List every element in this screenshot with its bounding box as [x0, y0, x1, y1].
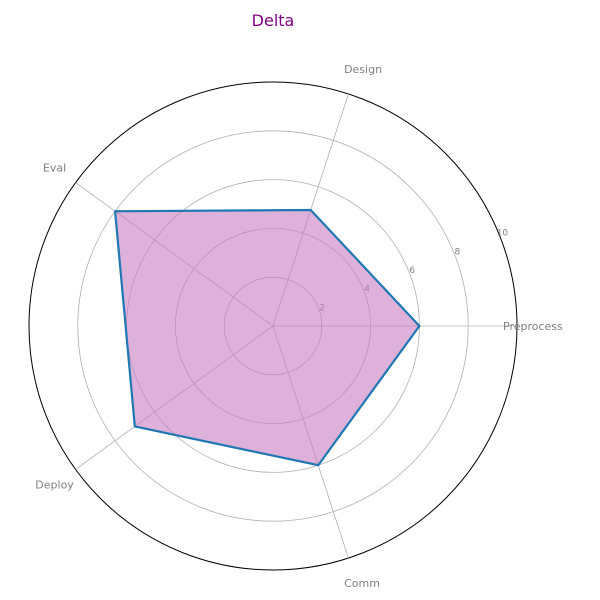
axis-label-comm: Comm	[344, 577, 380, 590]
axis-label-deploy: Deploy	[35, 479, 74, 492]
r-tick-label: 8	[454, 247, 460, 257]
r-tick-label: 6	[409, 266, 415, 276]
series-area	[115, 209, 420, 466]
axis-label-design: Design	[344, 63, 382, 76]
chart-title: Delta	[252, 11, 295, 30]
radar-labels: Preprocess Design Eval Deploy Comm	[35, 63, 563, 590]
axis-label-eval: Eval	[43, 161, 66, 174]
r-tick-label: 10	[497, 229, 509, 239]
series-line	[113, 208, 421, 467]
axis-label-preprocess: Preprocess	[503, 320, 563, 333]
radar-series	[113, 208, 421, 467]
